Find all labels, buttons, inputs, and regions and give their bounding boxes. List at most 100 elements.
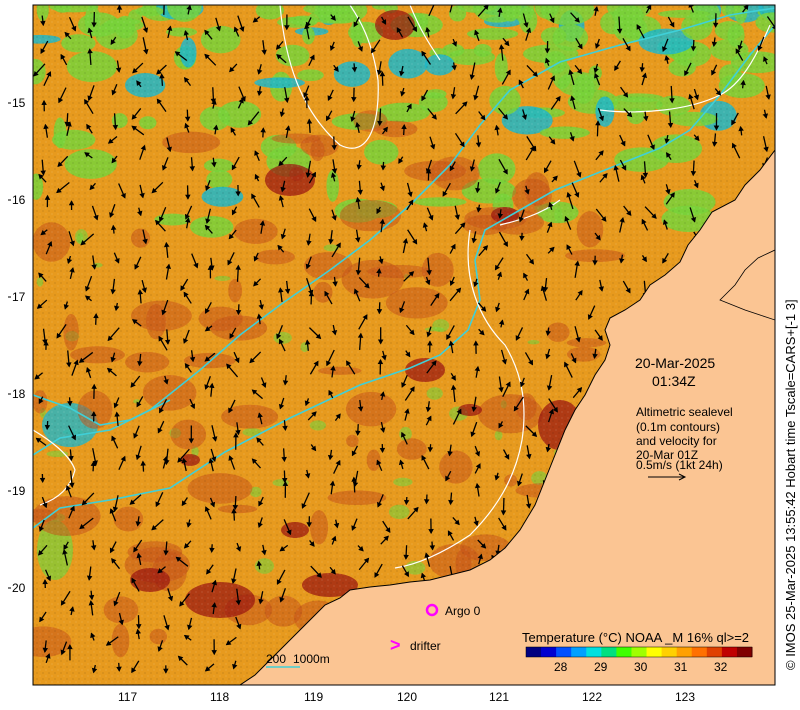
- velocity-arrowhead: [211, 162, 217, 168]
- velocity-arrowhead: [231, 578, 237, 584]
- velocity-arrowhead: [204, 224, 211, 231]
- velocity-arrowhead: [135, 624, 142, 630]
- velocity-arrowhead: [41, 99, 47, 106]
- legend-tick-32: 32: [714, 660, 728, 674]
- velocity-arrowhead: [45, 575, 52, 582]
- velocity-arrowhead: [577, 43, 583, 50]
- velocity-arrowhead: [331, 535, 337, 542]
- velocity-arrowhead: [327, 95, 333, 102]
- velocity-arrowhead: [351, 67, 358, 73]
- velocity-arrowhead: [594, 43, 601, 49]
- velocity-arrowhead: [737, 44, 743, 51]
- legend-color-swatch: [616, 647, 632, 657]
- velocity-arrowhead: [545, 446, 552, 453]
- info-box: Altimetric sealevel (0.1m contours) and …: [636, 405, 733, 481]
- velocity-arrowhead: [693, 182, 699, 189]
- velocity-arrowhead: [211, 436, 218, 442]
- velocity-arrowhead: [413, 506, 419, 513]
- velocity-arrowhead: [143, 48, 149, 55]
- velocity-arrowhead: [301, 503, 307, 509]
- velocity-arrowhead: [690, 217, 697, 223]
- velocity-arrowhead: [256, 90, 263, 97]
- velocity-arrowhead: [188, 438, 195, 444]
- velocity-arrowhead: [186, 522, 192, 528]
- velocity-arrowhead: [228, 407, 234, 414]
- velocity-arrowhead: [713, 125, 720, 131]
- info-line-5: 0.5m/s (1kt 24h): [636, 458, 723, 472]
- velocity-arrowhead: [282, 425, 288, 432]
- velocity-arrowhead: [306, 240, 312, 246]
- velocity-arrowhead: [447, 530, 453, 537]
- velocity-arrowhead: [252, 17, 259, 23]
- velocity-arrowhead: [280, 186, 286, 193]
- velocity-arrowhead: [619, 258, 625, 264]
- velocity-arrowhead: [211, 650, 217, 656]
- velocity-arrowhead: [62, 549, 68, 555]
- velocity-arrowhead: [475, 142, 482, 148]
- velocity-arrowhead: [473, 94, 479, 101]
- velocity-arrowhead: [278, 160, 284, 167]
- velocity-arrowhead: [574, 260, 580, 266]
- velocity-arrowhead: [228, 455, 234, 461]
- velocity-arrowhead: [142, 27, 149, 33]
- velocity-arrowhead: [376, 69, 383, 76]
- velocity-arrowhead: [181, 457, 188, 464]
- velocity-arrowhead: [113, 600, 119, 607]
- legend-color-swatch: [526, 647, 542, 657]
- velocity-arrowhead: [281, 456, 287, 463]
- velocity-arrowhead: [408, 199, 414, 206]
- velocity-arrowhead: [57, 161, 63, 168]
- lon-tick-117: 117: [118, 690, 137, 704]
- velocity-arrowhead: [505, 381, 511, 388]
- velocity-arrowhead: [258, 598, 264, 605]
- info-line-2: (0.1m contours): [636, 420, 720, 434]
- velocity-arrowhead: [379, 391, 386, 397]
- velocity-arrowhead: [355, 237, 361, 243]
- velocity-arrowhead: [226, 363, 232, 370]
- velocity-arrowhead: [225, 640, 232, 646]
- velocity-arrowhead: [89, 184, 95, 191]
- velocity-arrowhead: [180, 285, 186, 291]
- velocity-arrowhead: [552, 175, 558, 182]
- velocity-arrowhead: [504, 40, 510, 47]
- velocity-arrowhead: [235, 600, 242, 606]
- velocity-arrowhead: [519, 381, 526, 388]
- velocity-arrowhead: [401, 382, 407, 388]
- velocity-arrowhead: [209, 501, 216, 508]
- velocity-arrowhead: [408, 271, 415, 277]
- velocity-arrowhead: [278, 403, 285, 410]
- velocity-arrowhead: [69, 482, 75, 488]
- velocity-arrowhead: [626, 210, 632, 216]
- velocity-arrowhead: [158, 335, 164, 342]
- velocity-arrowhead: [518, 216, 524, 223]
- velocity-arrowhead: [163, 668, 169, 674]
- land-inlet: [719, 249, 775, 321]
- velocity-arrowhead: [662, 46, 668, 52]
- velocity-arrowhead: [451, 41, 457, 47]
- isobath-shelf: [33, 394, 171, 426]
- velocity-arrowhead: [260, 127, 266, 133]
- velocity-arrowhead: [555, 95, 561, 102]
- velocity-arrowhead: [735, 48, 741, 55]
- velocity-arrowhead: [316, 572, 322, 578]
- velocity-arrowhead: [378, 258, 384, 265]
- velocity-arrowhead: [110, 289, 116, 295]
- velocity-arrowhead: [549, 17, 555, 24]
- velocity-arrowhead: [431, 114, 437, 120]
- isobath-lines: [33, 7, 775, 529]
- velocity-arrowhead: [256, 560, 262, 566]
- velocity-arrowhead: [251, 458, 258, 464]
- velocity-arrowhead: [284, 25, 290, 31]
- velocity-arrowhead: [544, 48, 551, 54]
- velocity-arrowhead: [184, 122, 190, 129]
- velocity-arrowhead: [409, 329, 415, 336]
- velocity-arrowhead: [377, 358, 384, 365]
- velocity-arrowhead: [473, 340, 479, 346]
- velocity-arrowhead: [574, 192, 580, 198]
- velocity-arrowhead: [257, 69, 263, 75]
- velocity-arrowhead: [247, 119, 254, 126]
- velocity-arrowhead: [38, 272, 44, 279]
- velocity-arrowhead: [355, 196, 361, 203]
- velocity-arrowhead: [330, 15, 336, 21]
- velocity-arrowhead: [353, 21, 359, 28]
